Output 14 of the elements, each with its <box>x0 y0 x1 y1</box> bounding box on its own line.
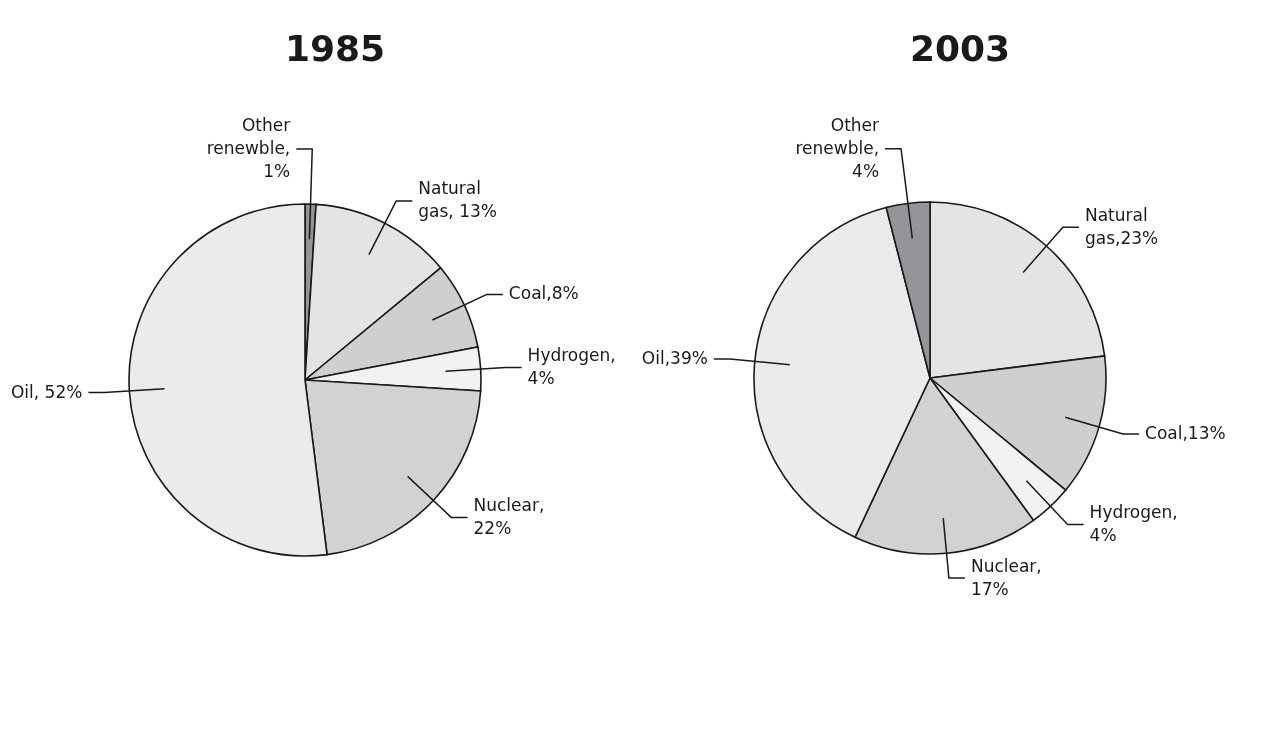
slice-label: Natural gas,23% <box>1084 204 1159 248</box>
slice-label: Oil,39% <box>641 348 708 369</box>
slice-label: Coal,8% <box>508 283 579 304</box>
slice-label: Nuclear, 17% <box>970 555 1042 599</box>
slice-label: Coal,13% <box>1145 423 1226 444</box>
slice-label: Natural gas, 13% <box>418 178 497 222</box>
chart-title: 1985 <box>284 28 386 69</box>
slice-label: Other renewble, 1% <box>206 115 291 182</box>
slice-label: Other renewble, 4% <box>795 114 880 181</box>
slice-label: Hydrogen, 4% <box>1089 502 1178 546</box>
slice-label: Oil, 52% <box>10 381 83 402</box>
chart-title: 2003 <box>909 28 1011 69</box>
slice-label: Hydrogen, 4% <box>527 344 616 388</box>
slice-label: Nuclear, 22% <box>473 495 545 539</box>
